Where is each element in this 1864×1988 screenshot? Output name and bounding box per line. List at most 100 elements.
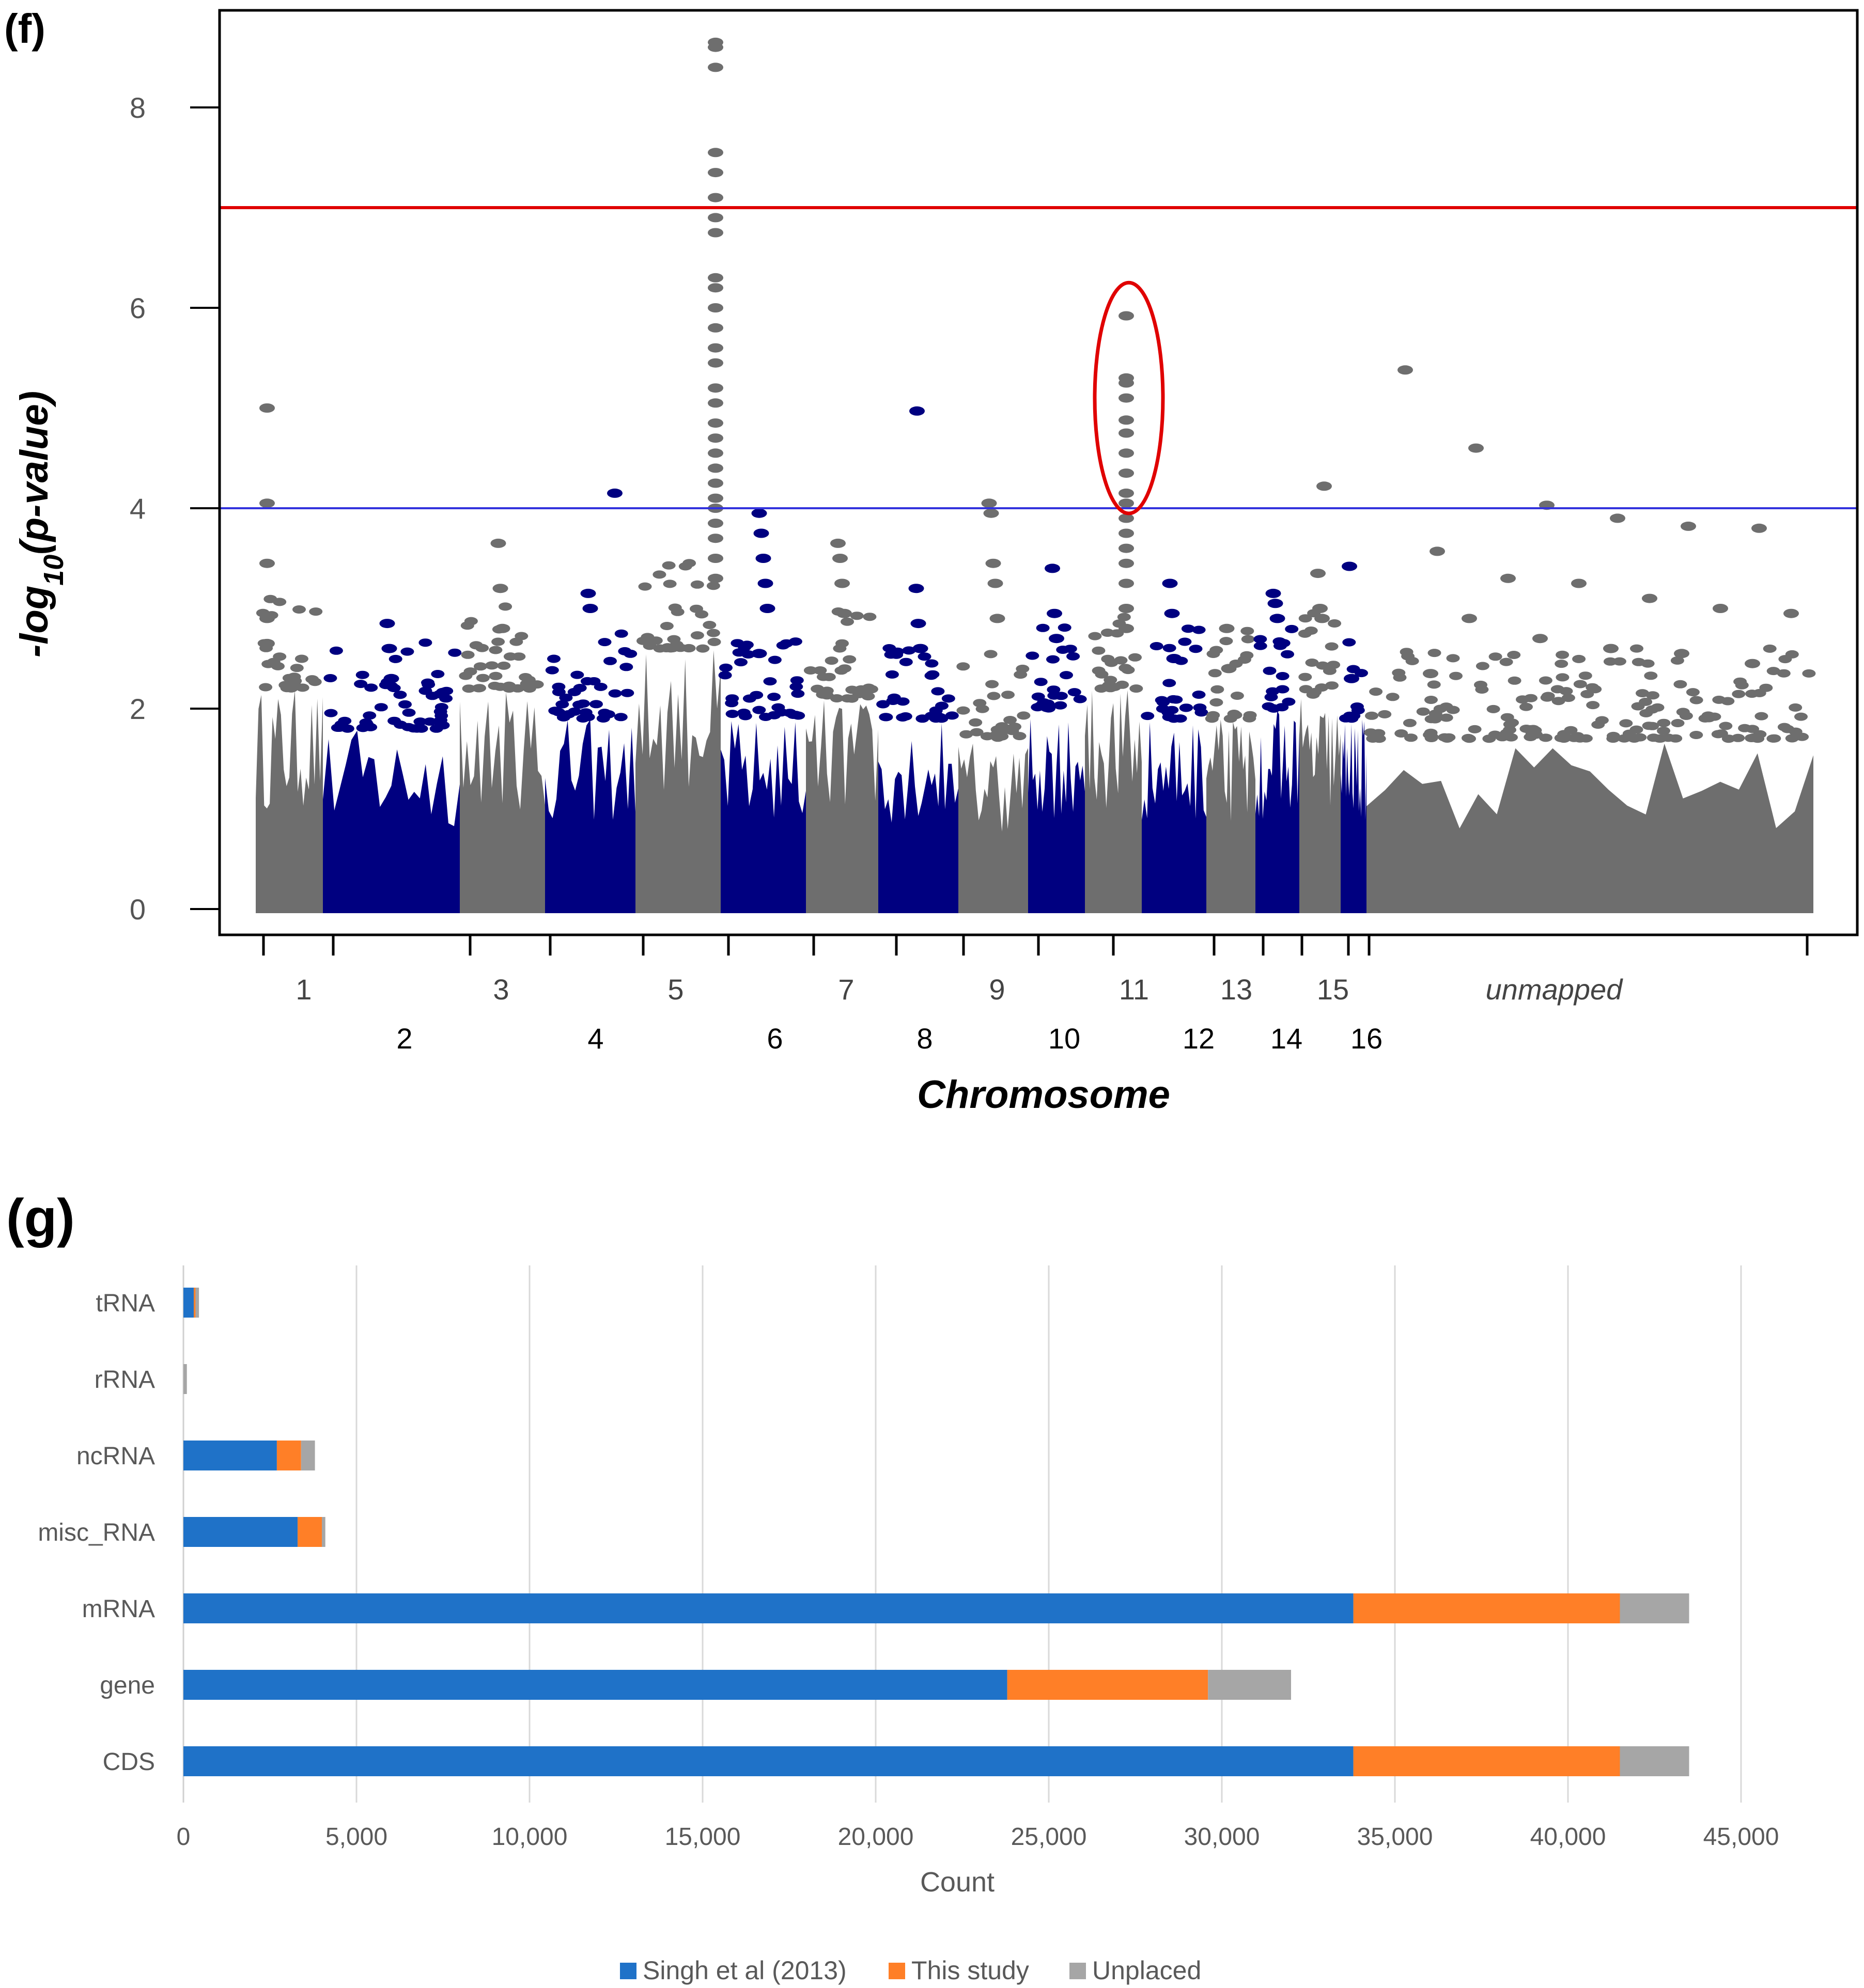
x-tick-label: 40,000 [1530, 1823, 1606, 1851]
snp-point [887, 693, 901, 702]
snp-point [1167, 714, 1181, 723]
snp-point [1067, 688, 1081, 697]
snp-point [985, 680, 999, 688]
chromosome-4-points [545, 488, 638, 913]
top-hit-point [1342, 561, 1357, 571]
snp-point [1262, 702, 1276, 711]
snp-point [1325, 642, 1339, 651]
snp-point [1092, 666, 1106, 675]
x-tick-label: 25,000 [1011, 1823, 1087, 1851]
snp-point [918, 652, 931, 661]
snp-point [1754, 712, 1768, 721]
chromosome-1-dense-band [256, 691, 323, 913]
bar-CDS-singh-et-al-2013- [183, 1746, 1354, 1776]
snp-point [267, 658, 281, 666]
top-hit-point [753, 528, 769, 538]
snp-point [1102, 681, 1116, 690]
manhattan-points-group [256, 37, 1816, 913]
snp-point [401, 723, 415, 731]
top-hit-point [708, 358, 723, 368]
snp-point [1253, 641, 1267, 650]
snp-point [732, 648, 746, 657]
snp-point [422, 680, 436, 689]
snp-point [789, 711, 803, 719]
top-hit-point [708, 433, 723, 443]
chromosome-5-points [635, 37, 723, 913]
snp-point [567, 687, 581, 696]
snp-point [1209, 698, 1223, 707]
y-tick-label: 2 [130, 693, 146, 725]
snp-point [1073, 695, 1087, 703]
snp-point [719, 663, 733, 672]
snp-point [489, 646, 503, 654]
snp-point [460, 621, 474, 630]
snp-point [354, 680, 368, 688]
bar-tRNA-unplaced [195, 1288, 199, 1318]
chromosome-label-9: 9 [989, 973, 1005, 1006]
snp-point [1047, 685, 1061, 694]
snp-point [1503, 726, 1516, 734]
snp-point [1155, 696, 1169, 705]
snp-point [1446, 654, 1460, 663]
x-axis-tick-labels: 0 5,000 10,000 15,000 20,000 25,000 30,000 35,0… [177, 1823, 1779, 1851]
chromosome-label-1: 1 [296, 973, 312, 1006]
snp-point [959, 730, 973, 739]
snp-point [767, 693, 781, 701]
chromosome-label-5: 5 [667, 973, 684, 1006]
top-hit-point [708, 148, 723, 158]
chromosome-16-dense-band [1341, 719, 1366, 913]
top-hit-point [1316, 481, 1332, 491]
top-hit-point [836, 608, 852, 618]
snp-point [1701, 711, 1715, 720]
snp-point [1468, 725, 1482, 733]
top-hit-point [909, 406, 925, 416]
snp-point [448, 648, 462, 657]
snp-point [763, 677, 777, 686]
snp-point [1524, 694, 1537, 702]
top-hit-point [1219, 623, 1235, 633]
snp-point [360, 720, 374, 729]
snp-point [1427, 680, 1441, 689]
chromosome-label-7: 7 [838, 973, 854, 1006]
snp-point [1657, 726, 1670, 735]
top-hit-point [985, 558, 1001, 568]
top-hit-point [1430, 546, 1445, 556]
top-hit-point [1532, 634, 1548, 644]
top-hit-point [1603, 644, 1619, 653]
top-hit-point [1119, 513, 1134, 523]
top-hit-point [708, 398, 723, 408]
snp-point [850, 612, 864, 620]
chromosome-10-points [1026, 563, 1087, 913]
snp-point [1276, 672, 1290, 680]
snp-point [841, 694, 855, 703]
top-hit-point [1571, 578, 1587, 588]
snp-point [1253, 635, 1267, 644]
snp-point [822, 672, 836, 681]
category-labels: tRNA rRNA ncRNA misc_RNA mRNA gene CDS [38, 1290, 155, 1776]
chromosome-12-dense-band [1142, 722, 1206, 913]
snp-point [324, 709, 338, 717]
snp-point [987, 692, 1001, 700]
snp-point [1732, 690, 1746, 698]
snp-point [941, 694, 955, 703]
snp-point [1219, 637, 1233, 646]
snp-point [598, 709, 612, 717]
snp-point [619, 663, 633, 671]
snp-point [1392, 668, 1406, 677]
snp-point [1162, 679, 1176, 687]
top-hit-point [708, 193, 723, 202]
snp-point [472, 684, 486, 693]
chromosome-8-dense-band [878, 723, 958, 913]
snp-point [1636, 689, 1649, 698]
chromosome-label-16: 16 [1350, 1022, 1383, 1055]
snp-point [520, 679, 534, 688]
snp-point [620, 688, 634, 697]
snp-point [1162, 644, 1176, 652]
top-hit-point [1269, 614, 1285, 623]
chromosome-14-dense-band [1255, 710, 1299, 913]
snp-point [1285, 624, 1299, 633]
top-hit-point [1610, 513, 1625, 523]
snp-point [1428, 715, 1442, 724]
